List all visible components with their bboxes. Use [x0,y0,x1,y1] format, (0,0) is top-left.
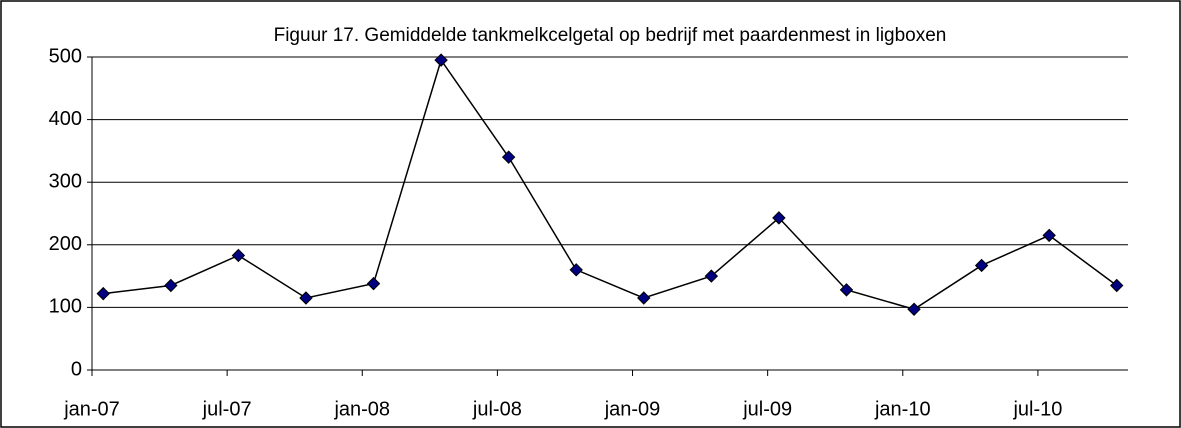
x-tick-label: jul-08 [472,398,522,420]
y-tick-label: 300 [49,170,82,192]
y-tick-label: 100 [49,296,82,318]
series-line [103,58,1118,311]
x-tick-label: jan-09 [604,398,661,420]
y-tick-label: 200 [49,233,82,255]
point-marker [501,150,516,164]
point-marker [164,278,178,293]
point-marker [704,269,719,283]
y-tick-label: 400 [49,108,82,130]
x-tick-label: jul-07 [202,398,252,420]
point-marker [96,286,110,301]
point-marker [1042,228,1056,243]
x-tick-label: jan-10 [874,398,931,420]
chart-title: Figuur 17. Gemiddelde tankmelkcelgetal o… [274,25,947,46]
point-marker [1110,278,1124,293]
point-marker [366,276,381,291]
y-tick-label: 500 [49,45,82,67]
point-marker [772,211,786,225]
x-tick-label: jul-09 [742,398,792,420]
y-tick-label: 0 [71,358,82,380]
point-marker [299,291,313,305]
point-marker [907,302,921,316]
point-marker [231,248,246,263]
x-tick-label: jan-07 [63,398,120,420]
x-tick-label: jul-10 [1012,398,1062,420]
point-marker [569,263,583,277]
point-marker [839,283,854,297]
x-tick-label: jan-08 [333,398,390,420]
point-marker [637,291,651,305]
point-marker [434,53,448,67]
point-marker [974,258,989,273]
